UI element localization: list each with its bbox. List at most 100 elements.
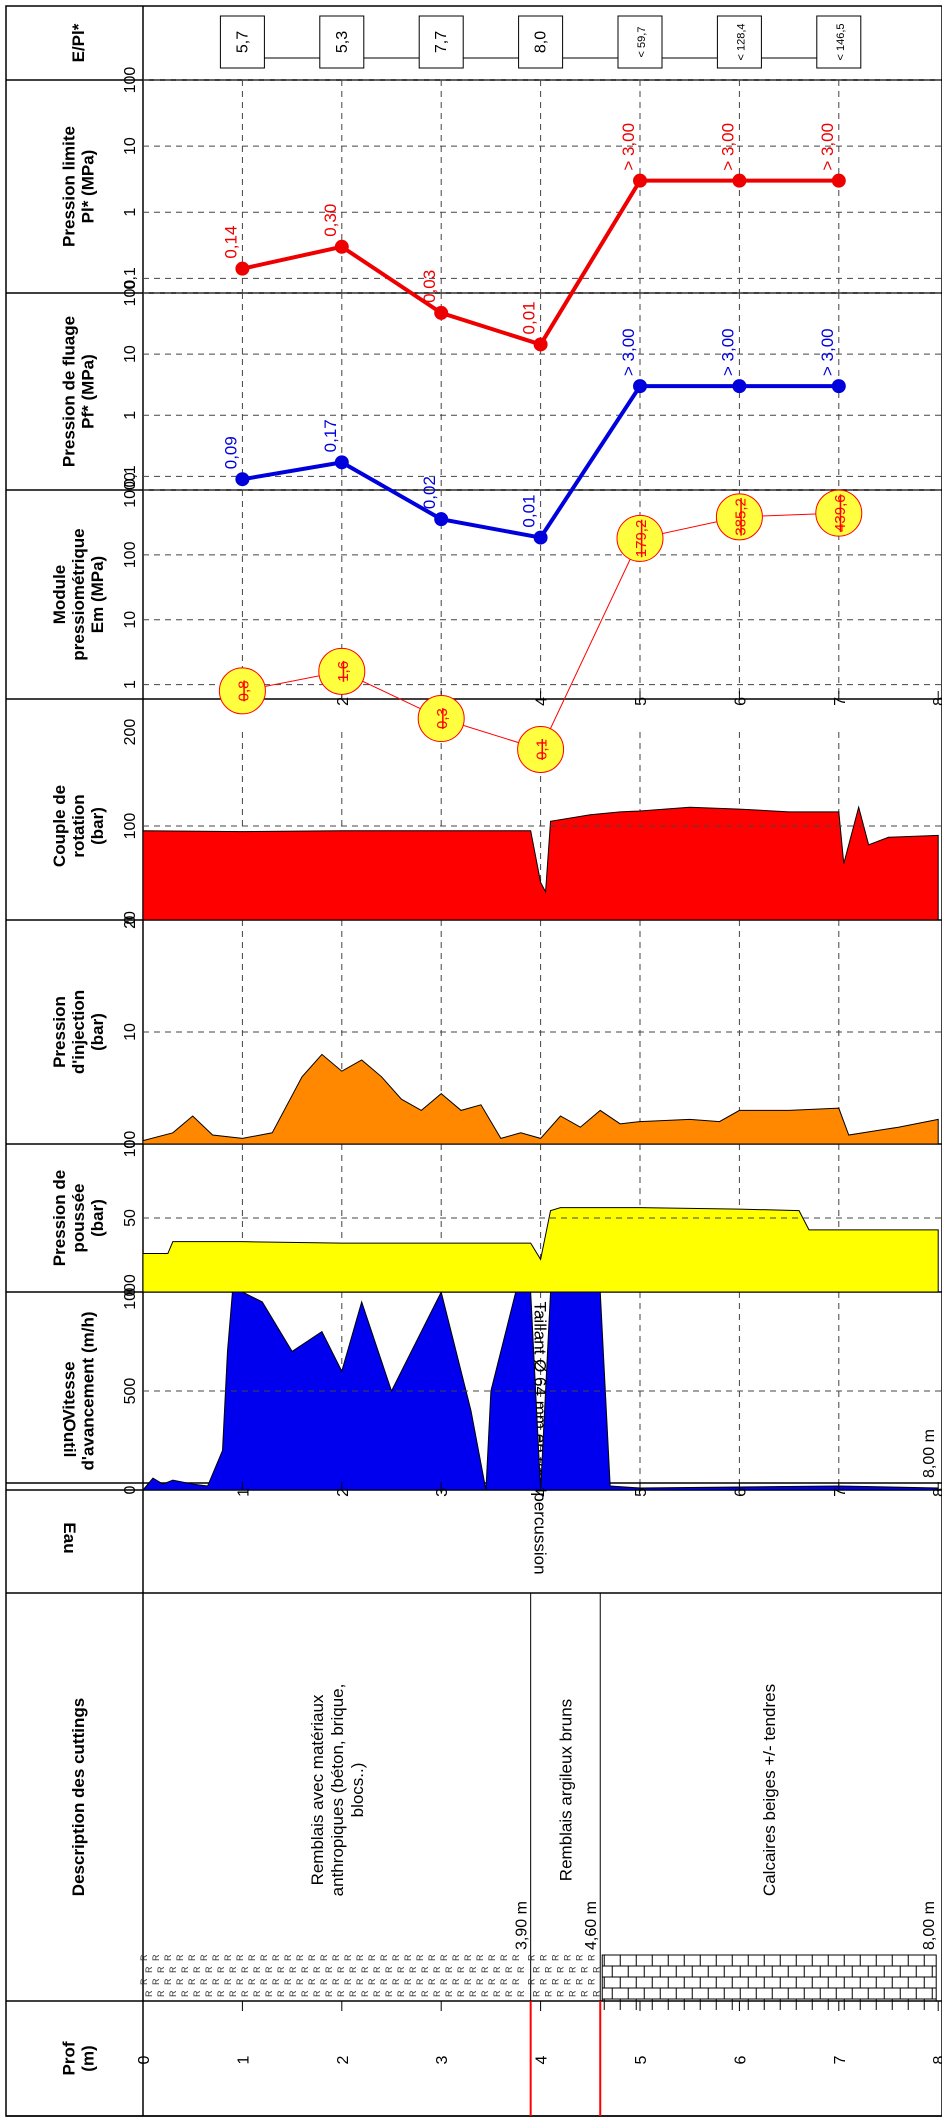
depth-axis-label: 8 [931, 1488, 942, 1497]
value-axis-label: 1 [122, 680, 139, 689]
fill-pattern-glyph: R [204, 1990, 214, 1997]
fill-pattern-glyph: R [151, 1978, 161, 1985]
pl-data-point [533, 337, 548, 352]
fill-pattern-glyph: R [511, 1978, 521, 1985]
fill-pattern-glyph: R [468, 1990, 478, 1997]
layer-description-line: Calcaires beiges +/- tendres [760, 1684, 779, 1896]
vitesse-header-text: Vitessed'avancement (m/h) [60, 1312, 98, 1471]
module-data-point [417, 695, 465, 743]
fill-pattern-glyph: R [144, 1990, 154, 1997]
fill-pattern-glyph: R [551, 1978, 561, 1985]
value-axis-label: 100 [122, 813, 139, 840]
depth-tick-label: 0 [136, 2055, 153, 2064]
description-header-text: Description des cuttings [69, 1698, 88, 1896]
fill-pattern-glyph: R [199, 1954, 209, 1961]
fill-pattern-glyph: R [180, 1966, 190, 1973]
fill-pattern-glyph: R [175, 1954, 185, 1961]
couple-header: Couple derotation(bar) [50, 785, 107, 867]
value-axis-label: 0 [122, 915, 139, 924]
pl-data-point [831, 173, 846, 188]
module-data-point [517, 725, 565, 773]
fill-pattern-glyph: R [580, 1966, 590, 1973]
fill-pattern-glyph: R [228, 1990, 238, 1997]
fill-pattern-glyph: R [451, 1978, 461, 1985]
fill-pattern-glyph: R [312, 1966, 322, 1973]
fill-pattern-glyph: R [247, 1978, 257, 1985]
ratio-label: < 59,7 [636, 27, 648, 58]
fill-pattern-glyph: R [391, 1978, 401, 1985]
depth-tick-label: 1 [235, 2055, 252, 2064]
pf-data-label: 0,02 [420, 476, 439, 509]
fill-pattern-glyph: R [568, 1966, 578, 1973]
layer-description-line: anthropiques (béton, brique, [328, 1684, 347, 1897]
pl-data-point [633, 173, 647, 188]
fill-pattern-glyph: R [247, 1954, 257, 1961]
module-header-text: ModulepressiométriqueEm (MPa) [50, 528, 107, 660]
pf-data-point [633, 379, 647, 394]
fill-pattern-glyph: R [235, 1954, 245, 1961]
value-axis-label: 1 [122, 411, 139, 420]
fill-pattern-glyph: R [367, 1954, 377, 1961]
value-axis-label: 500 [122, 1378, 139, 1405]
fill-pattern-glyph: R [360, 1966, 370, 1973]
fill-pattern-glyph: R [228, 1966, 238, 1973]
layer-description-line: blocs..) [348, 1763, 367, 1818]
pl-data-point [334, 239, 349, 254]
fill-pattern-glyph: R [271, 1978, 281, 1985]
pf-data-label: > 3,00 [619, 328, 638, 376]
fill-pattern-glyph: R [527, 1954, 537, 1961]
layer-description-line: Remblais argileux bruns [556, 1699, 575, 1881]
value-axis-label: 1000 [122, 1274, 139, 1310]
fill-pattern-glyph: R [587, 1978, 597, 1985]
depth-axis-label: 3 [434, 1488, 451, 1497]
fill-pattern-glyph: R [295, 1954, 305, 1961]
value-axis-label: 1 [122, 208, 139, 217]
fill-pattern-glyph: R [504, 1990, 514, 1997]
fill-pattern-glyph: R [331, 1978, 341, 1985]
fill-pattern-glyph: R [163, 1954, 173, 1961]
module-data-label: 1,6 [335, 661, 352, 682]
fill-pattern-glyph: R [348, 1990, 358, 1997]
fill-pattern-glyph: R [444, 1966, 454, 1973]
fill-pattern-glyph: R [355, 1954, 365, 1961]
fill-pattern-glyph: R [283, 1978, 293, 1985]
fill-pattern-glyph: R [403, 1978, 413, 1985]
fill-pattern-glyph: R [532, 1990, 542, 1997]
module-data-label: 385,2 [732, 498, 749, 536]
fill-pattern-glyph: R [480, 1990, 490, 1997]
layer-description: Calcaires beiges +/- tendres [760, 1684, 779, 1896]
value-axis-label: 200 [122, 719, 139, 746]
fill-pattern-glyph: R [367, 1978, 377, 1985]
fill-pattern-glyph: R [240, 1990, 250, 1997]
fill-pattern-glyph: R [288, 1966, 298, 1973]
fill-pattern-glyph: R [264, 1966, 274, 1973]
ratio-box [716, 15, 762, 69]
pf-data-label: 0,17 [321, 419, 340, 452]
fill-pattern-glyph: R [539, 1978, 549, 1985]
fill-pattern-glyph: R [432, 1966, 442, 1973]
depth-axis-label: 7 [832, 697, 849, 706]
fill-pattern-glyph: R [223, 1954, 233, 1961]
prof-header-line: Prof [60, 2041, 79, 2075]
module-data-point [218, 667, 266, 715]
value-axis-label: 1000 [122, 472, 139, 508]
fill-pattern-glyph: R [175, 1978, 185, 1985]
fill-pattern-glyph: R [575, 1954, 585, 1961]
injection-header-line: Pression [50, 996, 69, 1068]
poussee-header: Pression depoussée(bar) [50, 1170, 107, 1266]
fill-pattern-glyph: R [336, 1990, 346, 1997]
fill-pattern-glyph: R [372, 1990, 382, 1997]
fill-pattern-glyph: R [463, 1978, 473, 1985]
fill-pattern-glyph: R [439, 1978, 449, 1985]
fill-pattern-glyph: R [420, 1990, 430, 1997]
prof-header-text: Prof(m) [60, 2041, 98, 2075]
fill-pattern-glyph: R [444, 1990, 454, 1997]
fill-pattern-glyph: R [139, 1954, 149, 1961]
module-data-point [715, 493, 763, 541]
ratio-box [418, 15, 464, 69]
ratio-label: < 146,5 [835, 23, 847, 60]
fill-pattern-glyph: R [156, 1966, 166, 1973]
fill-pattern-glyph: R [475, 1978, 485, 1985]
fill-pattern-glyph: R [551, 1954, 561, 1961]
